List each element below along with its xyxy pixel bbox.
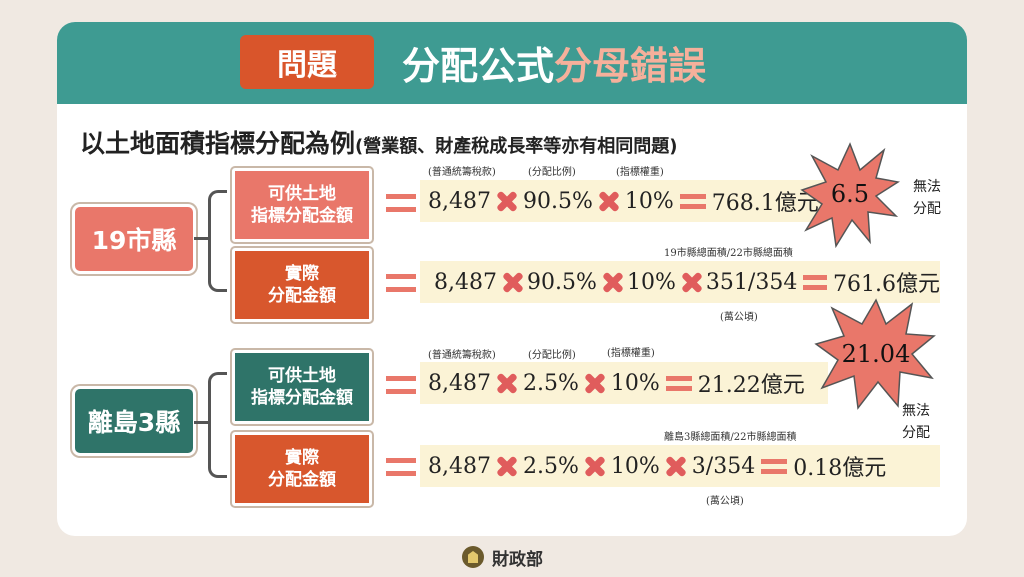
- multiply-icon: [598, 190, 620, 212]
- row-4-label: 實際 分配金額: [232, 432, 372, 506]
- row-2-result: 761.6億元: [833, 272, 940, 297]
- ministry-logo-icon: [462, 546, 484, 568]
- row-2-formula: 8,487 90.5% 10% 351/354 761.6億元: [420, 261, 940, 303]
- group-1-brace-tick: [194, 237, 210, 240]
- burst-2-value: 21.04: [841, 340, 911, 368]
- row-4-equals: [386, 458, 416, 476]
- multiply-icon: [496, 190, 518, 212]
- row-1-ann-ratio: (分配比例): [528, 167, 576, 178]
- difference-burst-1: [800, 142, 900, 248]
- footer: 財政部: [462, 544, 543, 570]
- row-4-term-3: 10%: [610, 453, 660, 479]
- row-1-result: 768.1億元: [711, 191, 819, 216]
- subtitle: 以土地面積指標分配為例(營業額、財產稅成長率等亦有相同問題): [80, 124, 677, 160]
- group-2-brace-tick: [194, 421, 210, 424]
- row-1-label-line2: 指標分配金額: [251, 206, 353, 226]
- burst-1-label-line1: 無法: [913, 179, 941, 195]
- row-4-label-line2: 分配金額: [268, 470, 336, 490]
- multiply-icon: [584, 455, 606, 477]
- title-part-1: 分配公式: [402, 43, 555, 88]
- group-19-counties: 19市縣: [72, 204, 196, 274]
- burst-1-label: 無法 分配: [913, 176, 941, 220]
- row-4-label-line1: 實際: [285, 448, 319, 468]
- row-3-ann-weight: (指標權重): [607, 348, 655, 359]
- group-2-brace: [208, 372, 227, 478]
- row-3-term-3: 10%: [610, 370, 660, 396]
- row-3-label: 可供土地 指標分配金額: [232, 350, 372, 424]
- row-3-ann-ratio: (分配比例): [528, 350, 576, 361]
- title-part-2: 分母錯誤: [554, 43, 707, 88]
- row-4-result: 0.18億元: [793, 456, 887, 481]
- multiply-icon: [496, 372, 518, 394]
- row-2-ann-unit: (萬公頃): [720, 312, 758, 323]
- row-3-term-1: 8,487: [428, 370, 491, 396]
- multiply-icon: [681, 271, 701, 293]
- multiply-icon: [602, 271, 622, 293]
- row-1-label: 可供土地 指標分配金額: [232, 168, 372, 242]
- multiply-icon: [584, 372, 606, 394]
- row-2-equals: [386, 274, 416, 292]
- row-1-label-line1: 可供土地: [268, 184, 336, 204]
- equals-icon: [803, 274, 828, 290]
- row-1-formula: 8,487 90.5% 10% 768.1億元: [420, 180, 828, 222]
- row-3-ann-tax: (普通統籌稅款): [428, 350, 496, 361]
- multiply-icon: [665, 455, 687, 477]
- row-3-result: 21.22億元: [697, 373, 805, 398]
- row-3-label-line2: 指標分配金額: [251, 388, 353, 408]
- header-bar: 問題 分配公式 分母錯誤: [57, 22, 967, 104]
- row-2-label-line1: 實際: [285, 264, 319, 284]
- burst-2-label-line1: 無法: [902, 403, 930, 419]
- row-2-label-line2: 分配金額: [268, 286, 336, 306]
- row-1-term-3: 10%: [624, 188, 674, 214]
- row-3-equals: [386, 376, 416, 394]
- burst-2-label-line2: 分配: [902, 425, 930, 441]
- row-2-ann-ratio: 19市縣總面積/22市縣總面積: [664, 248, 793, 259]
- slide-title: 分配公式 分母錯誤: [402, 34, 706, 90]
- row-1-ann-tax: (普通統籌稅款): [428, 167, 496, 178]
- row-2-term-1: 8,487: [434, 269, 497, 295]
- burst-1-value: 6.5: [830, 180, 870, 208]
- equals-icon: [665, 375, 692, 391]
- row-3-formula: 8,487 2.5% 10% 21.22億元: [420, 362, 828, 404]
- row-2-term-2: 90.5%: [527, 269, 597, 295]
- row-4-term-1: 8,487: [428, 453, 491, 479]
- problem-tag: 問題: [240, 35, 374, 89]
- subtitle-main: 以土地面積指標分配為例: [80, 129, 356, 158]
- footer-org: 財政部: [492, 549, 543, 570]
- row-1-term-1: 8,487: [428, 188, 491, 214]
- row-2-label: 實際 分配金額: [232, 248, 372, 322]
- burst-1-label-line2: 分配: [913, 201, 941, 217]
- row-1-term-2: 90.5%: [522, 188, 593, 214]
- multiply-icon: [502, 271, 522, 293]
- difference-burst-2: [814, 298, 936, 410]
- row-4-ann-unit: (萬公頃): [706, 496, 744, 507]
- row-3-label-line1: 可供土地: [268, 366, 336, 386]
- row-1-equals: [386, 194, 416, 212]
- row-4-term-4: 3/354: [691, 453, 756, 479]
- group-offshore-counties: 離島3縣: [72, 386, 196, 456]
- row-2-term-4: 351/354: [705, 269, 798, 295]
- multiply-icon: [496, 455, 518, 477]
- subtitle-note: (營業額、財產稅成長率等亦有相同問題): [355, 136, 678, 157]
- equals-icon: [679, 193, 706, 209]
- row-2-term-3: 10%: [626, 269, 676, 295]
- group-1-brace: [208, 190, 227, 292]
- row-4-ann-ratio: 離島3縣總面積/22市縣總面積: [664, 432, 797, 443]
- row-3-term-2: 2.5%: [522, 370, 579, 396]
- burst-2-label: 無法 分配: [902, 400, 930, 444]
- row-4-term-2: 2.5%: [522, 453, 579, 479]
- row-1-ann-weight: (指標權重): [616, 167, 664, 178]
- equals-icon: [761, 458, 788, 474]
- row-4-formula: 8,487 2.5% 10% 3/354 0.18億元: [420, 445, 940, 487]
